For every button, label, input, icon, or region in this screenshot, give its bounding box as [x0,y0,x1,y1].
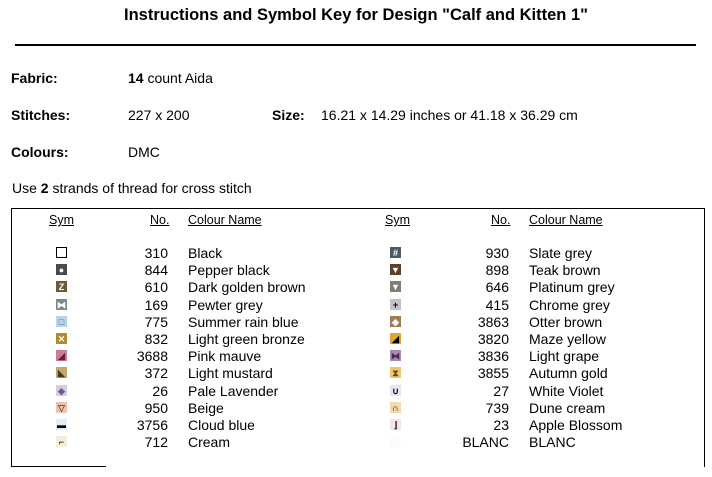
corner-icon: ⌐ [56,436,67,448]
colour-name: Pale Lavender [188,382,279,399]
blank-square-icon [390,436,401,448]
colour-name: Teak brown [529,262,601,279]
colours-value: DMC [128,144,160,160]
bowtie-icon: ⧓ [390,350,401,362]
colour-name: Pepper black [188,262,270,279]
dmc-number: 415 [485,296,509,313]
header-name-right: Colour Name [529,213,603,227]
z-icon: Z [56,281,67,293]
bar-icon: ▬ [56,418,67,430]
note-post: strands of thread for cross stitch [48,180,252,196]
header-no-right: No. [491,213,511,227]
size-value: 16.21 x 14.29 inches or 41.18 x 36.29 cm [321,107,578,123]
colour-name: Light green bronze [188,330,305,347]
dmc-number: 739 [485,399,509,416]
triangle-icon: ◢ [56,350,67,362]
dmc-number: 775 [144,313,168,330]
document-title: Instructions and Symbol Key for Design "… [124,6,588,24]
header-sym-right: Sym [385,213,410,227]
fabric-value: 14 count Aida [128,70,213,86]
hourglass-icon: ⧗ [390,367,401,379]
down-triangle-icon: ▼ [390,281,401,293]
fabric-type: count Aida [143,70,213,86]
stitches-label: Stitches: [11,107,71,123]
dmc-number: 169 [144,296,168,313]
colour-name: Light mustard [188,365,273,382]
plus-icon: + [390,298,401,310]
dmc-number: 23 [493,416,509,433]
dmc-number: 646 [485,279,509,296]
colour-name: Apple Blossom [529,416,623,433]
colour-name: Cream [188,434,231,451]
bowtie-icon: ⧓ [56,298,67,310]
dmc-number: 3855 [477,365,509,382]
dmc-number: 372 [144,365,168,382]
colour-name: Slate grey [529,245,593,261]
square-icon: □ [56,315,67,327]
header-sym-left: Sym [49,213,74,227]
diamond-icon: ◆ [56,384,67,396]
hash-icon: # [390,247,401,258]
title-underline [15,44,696,46]
colours-label: Colours: [11,144,69,160]
triangle-icon: ◢ [390,332,401,344]
colour-name: Beige [188,399,224,416]
down-triangle-icon: ▼ [390,264,401,276]
dmc-number: 3756 [136,416,168,433]
dmc-number: 3820 [477,330,509,347]
colour-name: Dark golden brown [188,279,306,296]
circle-icon: ● [56,264,67,276]
colour-name: Maze yellow [529,330,607,347]
table-bottom-rule [11,466,106,467]
symbol-key-table [11,208,705,467]
dmc-number: 844 [144,262,168,279]
size-label: Size: [272,107,305,123]
colour-name: Platinum grey [529,279,615,296]
dmc-number: 27 [493,382,509,399]
dmc-number: 3688 [136,348,168,365]
colour-name: Otter brown [529,313,603,330]
note-pre: Use [12,180,41,196]
header-name-left: Colour Name [188,213,262,227]
dmc-number: 3863 [477,313,509,330]
colour-name: Autumn gold [529,365,608,382]
empty-square-icon [56,247,67,258]
cup-icon: ∪ [390,384,401,396]
dmc-number: 832 [144,330,168,347]
triangle-icon: ◣ [56,367,67,379]
header-no-left: No. [150,213,170,227]
note-strand-count: 2 [40,180,49,196]
dmc-number: 26 [152,382,168,399]
stitches-value: 227 x 200 [128,107,190,123]
dmc-number: 610 [144,279,168,296]
colour-name: Pink mauve [188,348,262,365]
x-icon: ✕ [56,332,67,344]
dmc-number: 950 [144,399,168,416]
corner-icon: ⌋ [390,418,401,430]
dmc-number: 310 [144,245,168,261]
dmc-number: 930 [485,245,509,261]
colour-name: Summer rain blue [188,313,299,330]
dmc-number: BLANC [462,434,509,451]
thread-note: Use 2 strands of thread for cross stitch [12,180,252,196]
colour-name: White Violet [529,382,604,399]
fabric-count: 14 [128,70,144,86]
fabric-label: Fabric: [11,70,58,86]
colour-name: Pewter grey [188,296,263,313]
dmc-number: 898 [485,262,509,279]
dmc-number: 712 [144,434,168,451]
dmc-number: 3836 [477,348,509,365]
cap-icon: ∩ [390,401,401,413]
colour-name: Black [188,245,223,261]
colour-name: Cloud blue [188,416,255,433]
down-triangle-icon: ▽ [56,401,67,413]
colour-name: Dune cream [529,399,606,416]
colour-name: BLANC [529,434,576,451]
colour-name: Chrome grey [529,296,610,313]
colour-name: Light grape [529,348,600,365]
diamond-icon: ◆ [390,315,401,327]
